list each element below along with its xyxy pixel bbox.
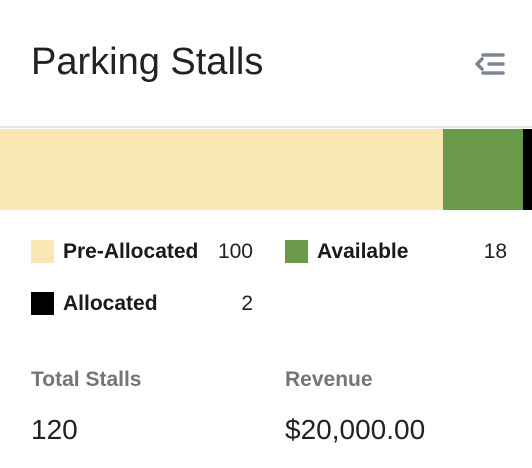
available-swatch: [285, 240, 308, 263]
legend-label: Available: [317, 240, 409, 263]
bar-segment-available: [443, 129, 524, 210]
bar-segment-allocated: [523, 129, 532, 210]
bar-segment-pre-allocated: [0, 129, 444, 210]
legend-label: Allocated: [63, 292, 158, 315]
legend-label: Pre-Allocated: [63, 240, 199, 263]
collapse-menu-button[interactable]: [470, 46, 510, 82]
pre-allocated-swatch: [31, 240, 54, 263]
total-stalls-value: 120: [31, 414, 78, 445]
card-header: Parking Stalls: [0, 0, 532, 128]
legend-value: 18: [483, 240, 507, 263]
page-title: Parking Stalls: [31, 41, 264, 83]
legend-item-available: Available 18: [285, 238, 507, 266]
allocated-swatch: [31, 292, 54, 315]
legend-value: 2: [241, 292, 253, 315]
revenue-label: Revenue: [285, 368, 373, 391]
revenue-value: $20,000.00: [285, 414, 426, 445]
stall-allocation-bar: [0, 129, 532, 210]
legend-item-allocated: Allocated 2: [31, 290, 253, 318]
collapse-menu-icon: [475, 53, 505, 75]
legend-item-pre-allocated: Pre-Allocated 100: [31, 238, 253, 266]
total-stalls-label: Total Stalls: [31, 368, 142, 391]
legend-value: 100: [217, 240, 253, 263]
